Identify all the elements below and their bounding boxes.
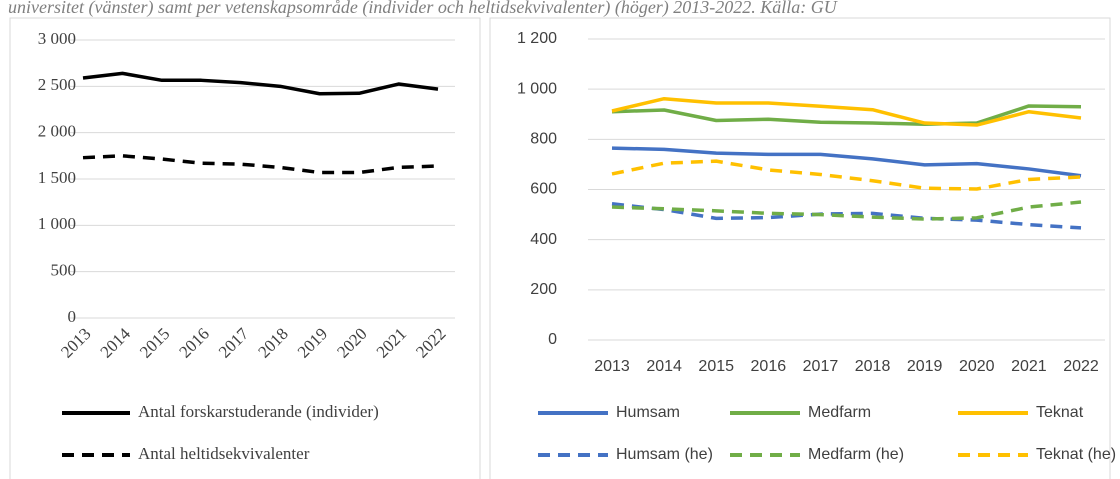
x-tick-label: 2018 (254, 324, 291, 361)
y-tick-label: 3 000 (38, 29, 76, 48)
x-tick-label: 2020 (333, 324, 370, 361)
series-line (611, 104, 1082, 127)
caption: universitet (vänster) samt per vetenskap… (8, 0, 838, 18)
y-tick-label: 0 (548, 331, 557, 348)
right-panel (489, 17, 1111, 479)
y-tick-label: 500 (51, 261, 77, 280)
left-panel (9, 17, 481, 479)
y-tick-label: 2 000 (38, 122, 76, 141)
x-tick-label: 2015 (698, 358, 734, 375)
x-tick-label: 2013 (594, 358, 630, 375)
x-tick-label: 2019 (907, 358, 943, 375)
series-line (611, 146, 1082, 178)
series-line (82, 154, 439, 175)
legend-label: Medfarm (he) (808, 446, 904, 463)
series-line (611, 96, 1082, 127)
x-tick-label: 2015 (136, 324, 173, 361)
x-tick-label: 2021 (373, 324, 410, 361)
y-tick-label: 1 200 (517, 30, 557, 47)
y-tick-label: 1 000 (517, 80, 557, 97)
series-line (611, 200, 1082, 221)
x-tick-label: 2019 (294, 324, 331, 361)
x-tick-label: 2017 (803, 358, 839, 375)
y-tick-label: 0 (68, 307, 77, 326)
x-tick-label: 2021 (1011, 358, 1047, 375)
y-tick-label: 400 (530, 231, 557, 248)
x-tick-label: 2014 (646, 358, 682, 375)
legend-label: Teknat (he) (1036, 446, 1116, 463)
series-line (611, 202, 1082, 230)
legend-label: Medfarm (808, 404, 871, 421)
y-tick-label: 1 500 (38, 168, 76, 187)
legend-label: Antal forskarstuderande (individer) (138, 402, 379, 421)
x-tick-label: 2016 (175, 324, 212, 361)
x-tick-label: 2017 (215, 324, 253, 362)
y-tick-label: 600 (530, 181, 557, 198)
x-tick-label: 2018 (855, 358, 891, 375)
x-tick-label: 2014 (97, 324, 135, 362)
y-tick-label: 800 (530, 131, 557, 148)
x-tick-label: 2022 (1063, 358, 1099, 375)
x-tick-label: 2016 (751, 358, 787, 375)
legend-label: Antal heltidsekvivalenter (138, 444, 310, 463)
x-tick-label: 2020 (959, 358, 995, 375)
y-tick-label: 2 500 (38, 75, 76, 94)
legend-label: Teknat (1036, 404, 1084, 421)
x-tick-label: 2022 (412, 324, 449, 361)
legend-label: Humsam (616, 404, 680, 421)
series-line (82, 71, 439, 96)
x-tick-label: 2013 (57, 324, 94, 361)
y-tick-label: 200 (530, 281, 557, 298)
legend-label: Humsam (he) (616, 446, 713, 463)
y-tick-label: 1 000 (38, 214, 76, 233)
